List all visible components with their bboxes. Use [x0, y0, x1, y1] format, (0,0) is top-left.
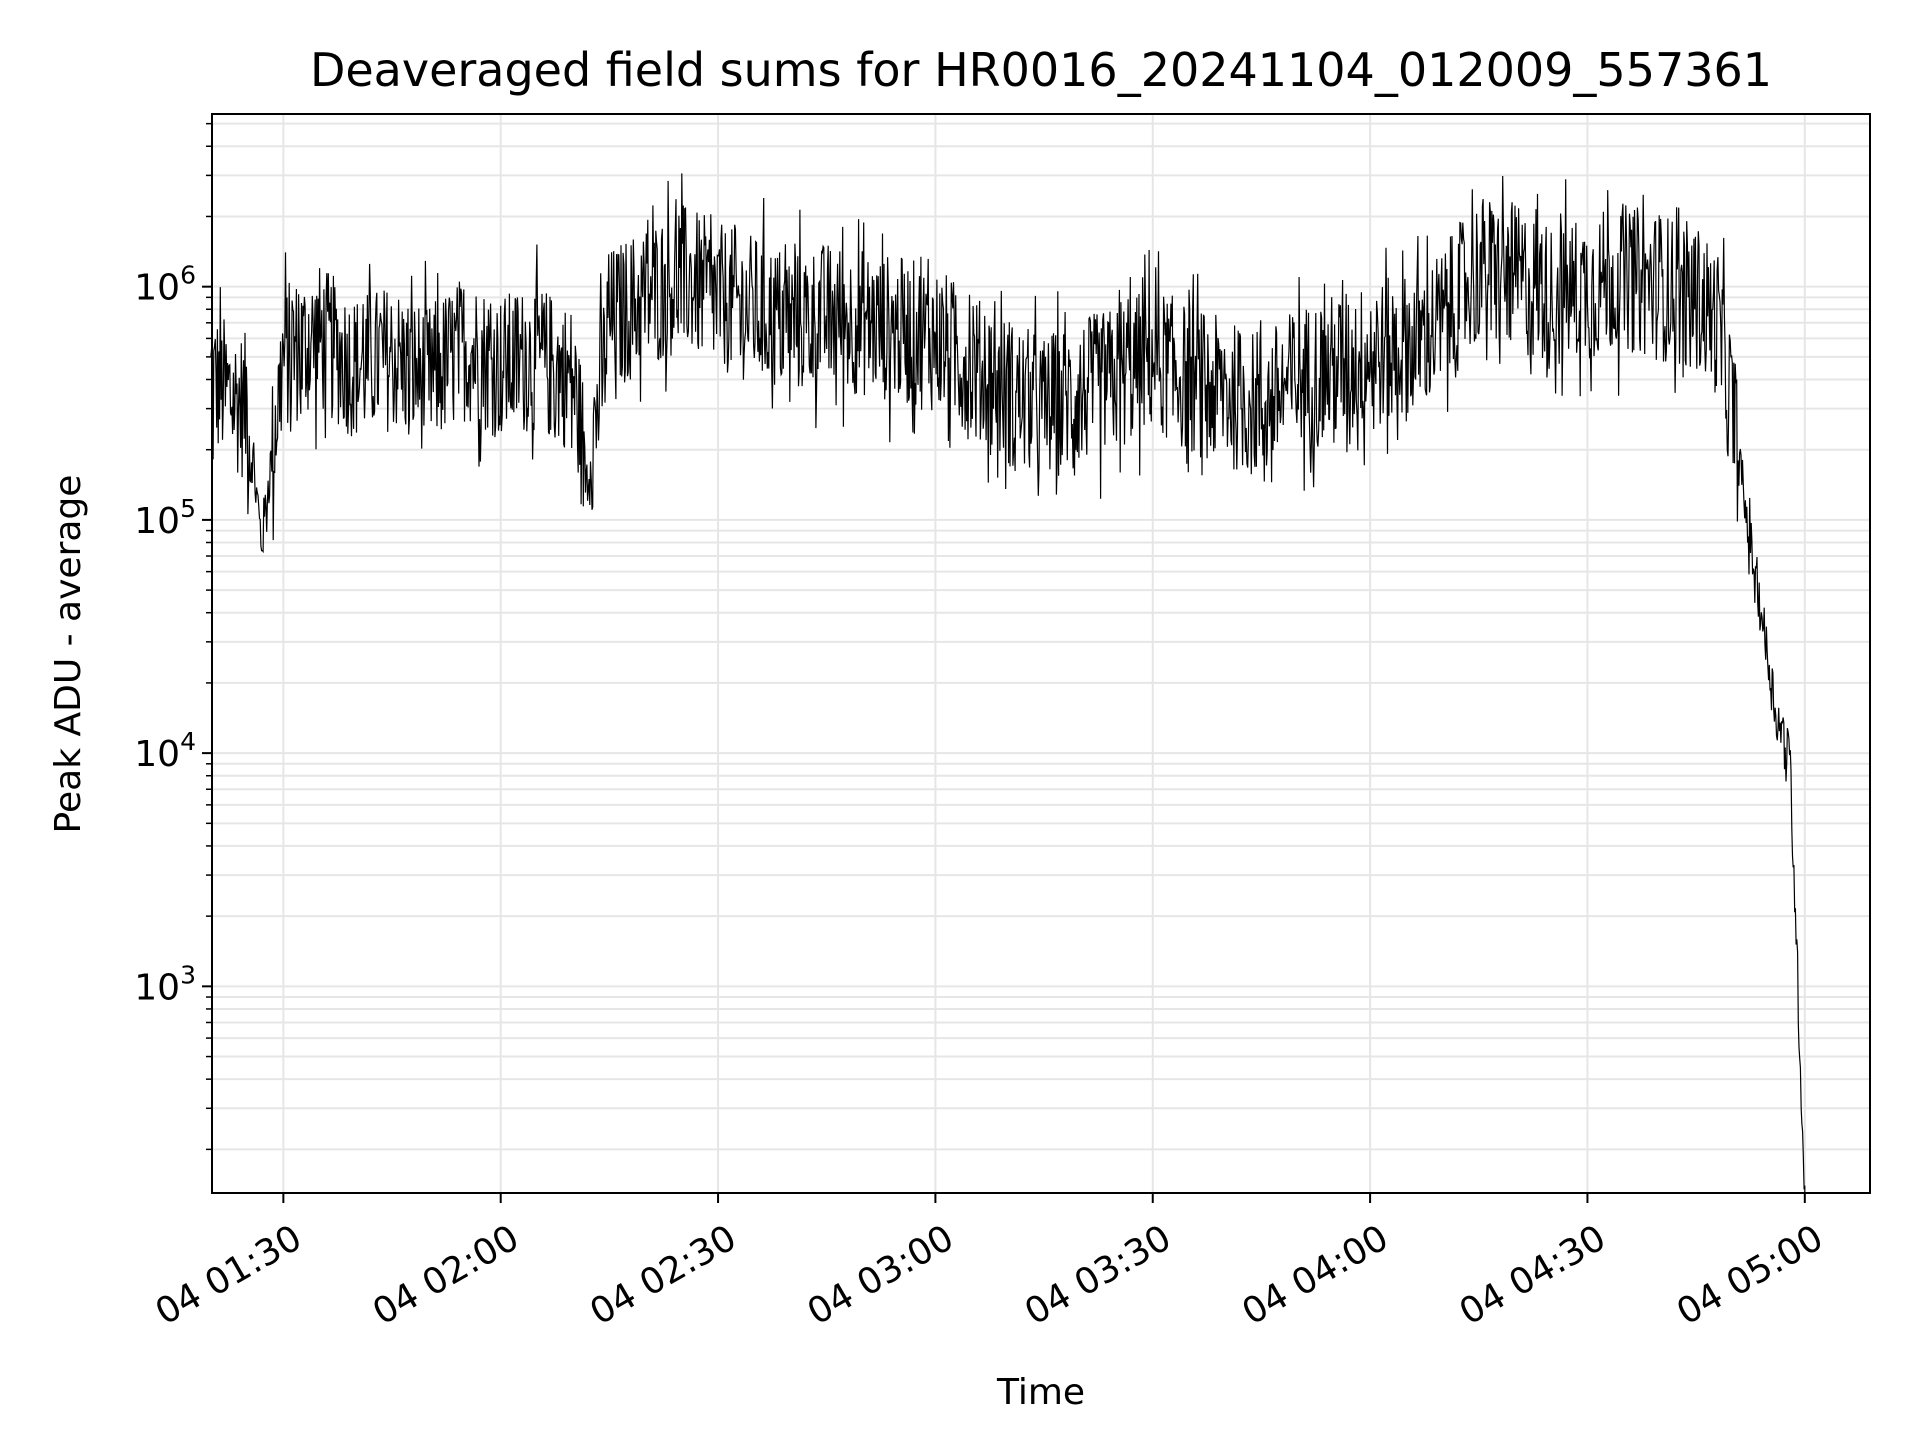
y-axis-label: Peak ADU - average — [48, 475, 89, 834]
y-tick-label: 104 — [134, 727, 196, 775]
x-axis-label: Time — [996, 1372, 1085, 1413]
y-tick-label: 105 — [134, 494, 196, 542]
plot-frame — [211, 113, 1871, 1194]
y-tick-label: 103 — [134, 960, 196, 1008]
data-series — [210, 173, 1806, 1193]
chart-title: Deaveraged field sums for HR0016_2024110… — [310, 43, 1772, 97]
series-line — [210, 173, 1806, 1193]
y-tick-label: 106 — [134, 261, 196, 309]
